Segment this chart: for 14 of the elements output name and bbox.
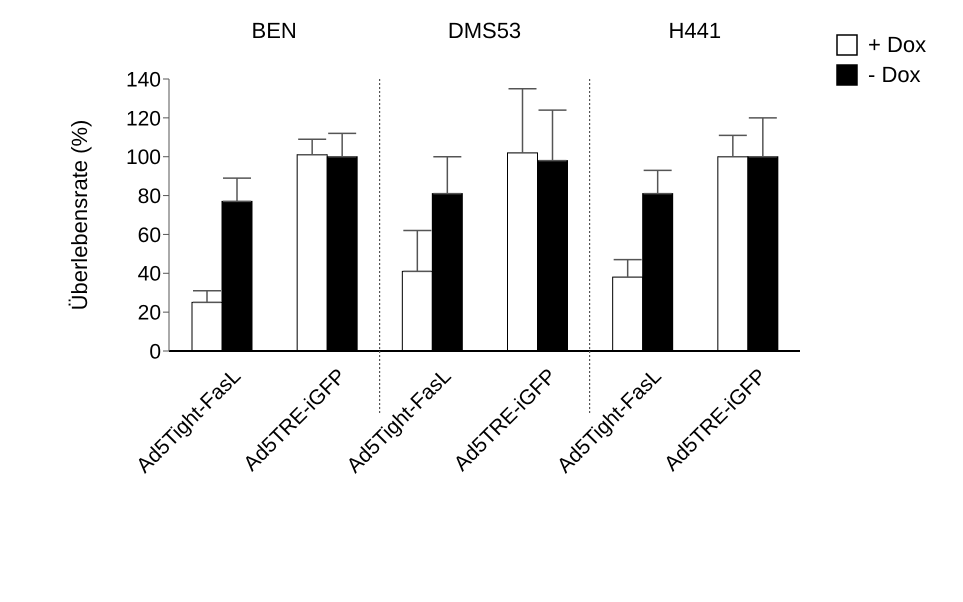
y-tick-label: 0 (149, 340, 161, 364)
text: BEN (250, 18, 298, 44)
legend-label: + Dox (868, 32, 926, 58)
text: H441 (668, 18, 722, 44)
y-tick-label: 60 (138, 224, 161, 247)
y-tick-label: 20 (138, 302, 161, 325)
y-axis-title: Überlebensrate (%) (66, 120, 92, 310)
text: DMS53 (446, 18, 522, 44)
y-tick-label: 120 (126, 107, 161, 130)
y-tick-label: 80 (138, 185, 161, 208)
legend-label: - Dox (868, 62, 921, 88)
y-tick-label: 140 (126, 68, 161, 92)
y-tick-label: 40 (138, 262, 161, 286)
y-tick-label: 100 (126, 146, 161, 170)
